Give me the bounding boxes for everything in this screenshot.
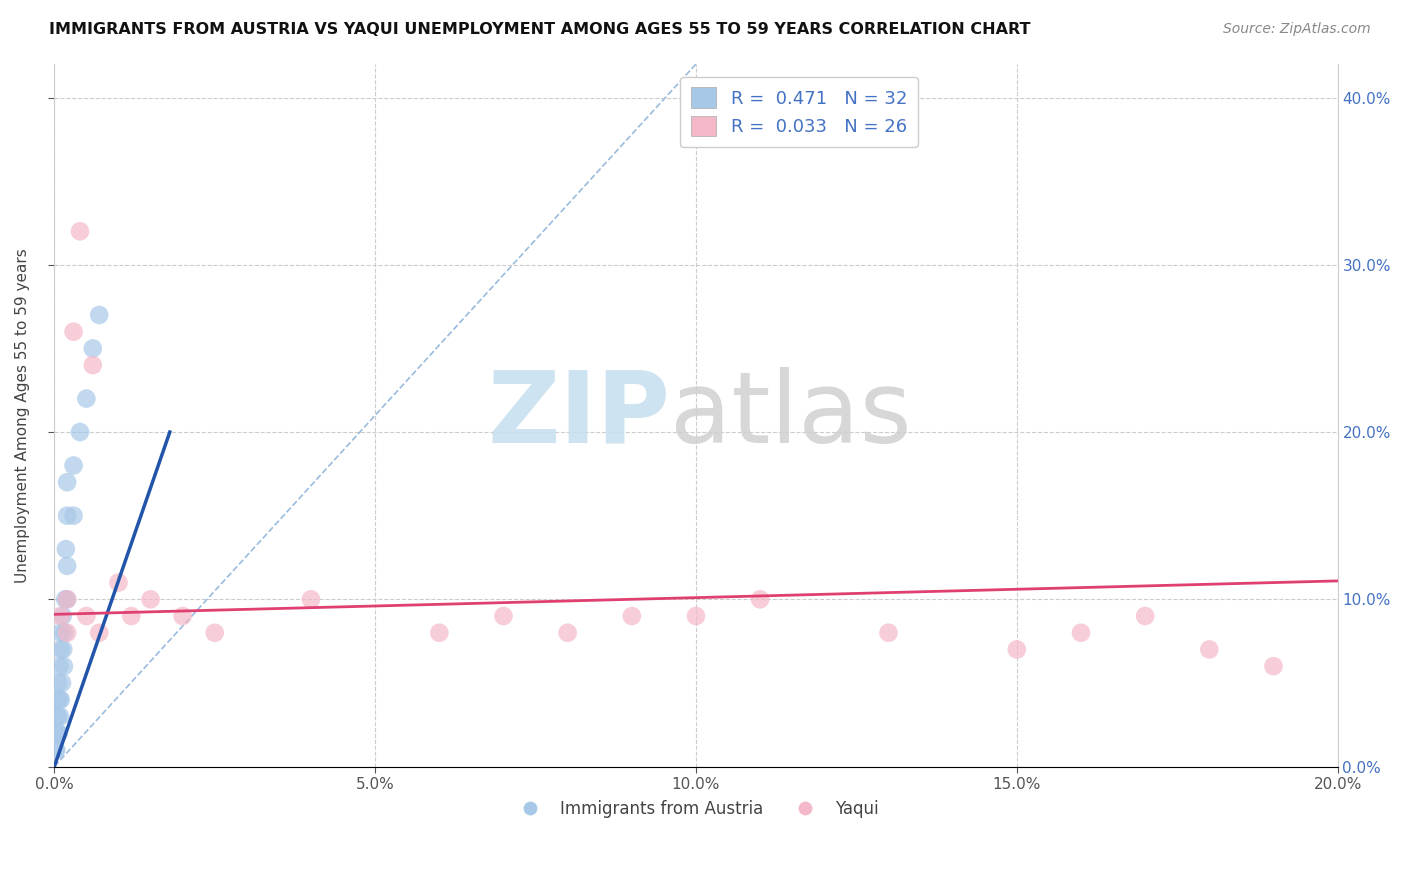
Point	[557, 625, 579, 640]
Point	[204, 625, 226, 640]
Point	[53, 592, 76, 607]
Point	[1070, 625, 1092, 640]
Point	[56, 508, 79, 523]
Text: IMMIGRANTS FROM AUSTRIA VS YAQUI UNEMPLOYMENT AMONG AGES 55 TO 59 YEARS CORRELAT: IMMIGRANTS FROM AUSTRIA VS YAQUI UNEMPLO…	[49, 22, 1031, 37]
Point	[56, 625, 79, 640]
Point	[172, 609, 194, 624]
Point	[685, 609, 707, 624]
Point	[46, 709, 69, 723]
Point	[75, 609, 97, 624]
Point	[89, 308, 111, 322]
Point	[62, 458, 84, 473]
Point	[45, 709, 67, 723]
Point	[52, 659, 75, 673]
Point	[1198, 642, 1220, 657]
Point	[52, 642, 75, 657]
Point	[46, 692, 69, 706]
Point	[1263, 659, 1285, 673]
Point	[48, 726, 70, 740]
Point	[1005, 642, 1028, 657]
Point	[62, 508, 84, 523]
Legend: Immigrants from Austria, Yaqui: Immigrants from Austria, Yaqui	[506, 794, 886, 825]
Point	[45, 743, 67, 757]
Point	[52, 609, 75, 624]
Point	[749, 592, 772, 607]
Point	[620, 609, 643, 624]
Point	[82, 342, 104, 356]
Point	[82, 358, 104, 372]
Point	[299, 592, 322, 607]
Point	[45, 743, 67, 757]
Point	[89, 625, 111, 640]
Point	[492, 609, 515, 624]
Text: ZIP: ZIP	[488, 367, 671, 464]
Point	[45, 726, 67, 740]
Point	[51, 676, 73, 690]
Point	[62, 325, 84, 339]
Point	[48, 659, 70, 673]
Point	[139, 592, 162, 607]
Point	[75, 392, 97, 406]
Point	[427, 625, 450, 640]
Point	[107, 575, 129, 590]
Point	[56, 592, 79, 607]
Point	[49, 625, 72, 640]
Point	[48, 692, 70, 706]
Point	[56, 592, 79, 607]
Point	[46, 676, 69, 690]
Point	[69, 425, 91, 439]
Y-axis label: Unemployment Among Ages 55 to 59 years: Unemployment Among Ages 55 to 59 years	[15, 248, 30, 582]
Point	[46, 726, 69, 740]
Text: Source: ZipAtlas.com: Source: ZipAtlas.com	[1223, 22, 1371, 37]
Point	[49, 642, 72, 657]
Point	[877, 625, 900, 640]
Point	[1133, 609, 1156, 624]
Point	[49, 609, 72, 624]
Point	[49, 692, 72, 706]
Point	[49, 709, 72, 723]
Point	[56, 475, 79, 490]
Point	[120, 609, 142, 624]
Point	[56, 558, 79, 573]
Point	[53, 625, 76, 640]
Point	[55, 542, 77, 557]
Text: atlas: atlas	[671, 367, 912, 464]
Point	[69, 224, 91, 238]
